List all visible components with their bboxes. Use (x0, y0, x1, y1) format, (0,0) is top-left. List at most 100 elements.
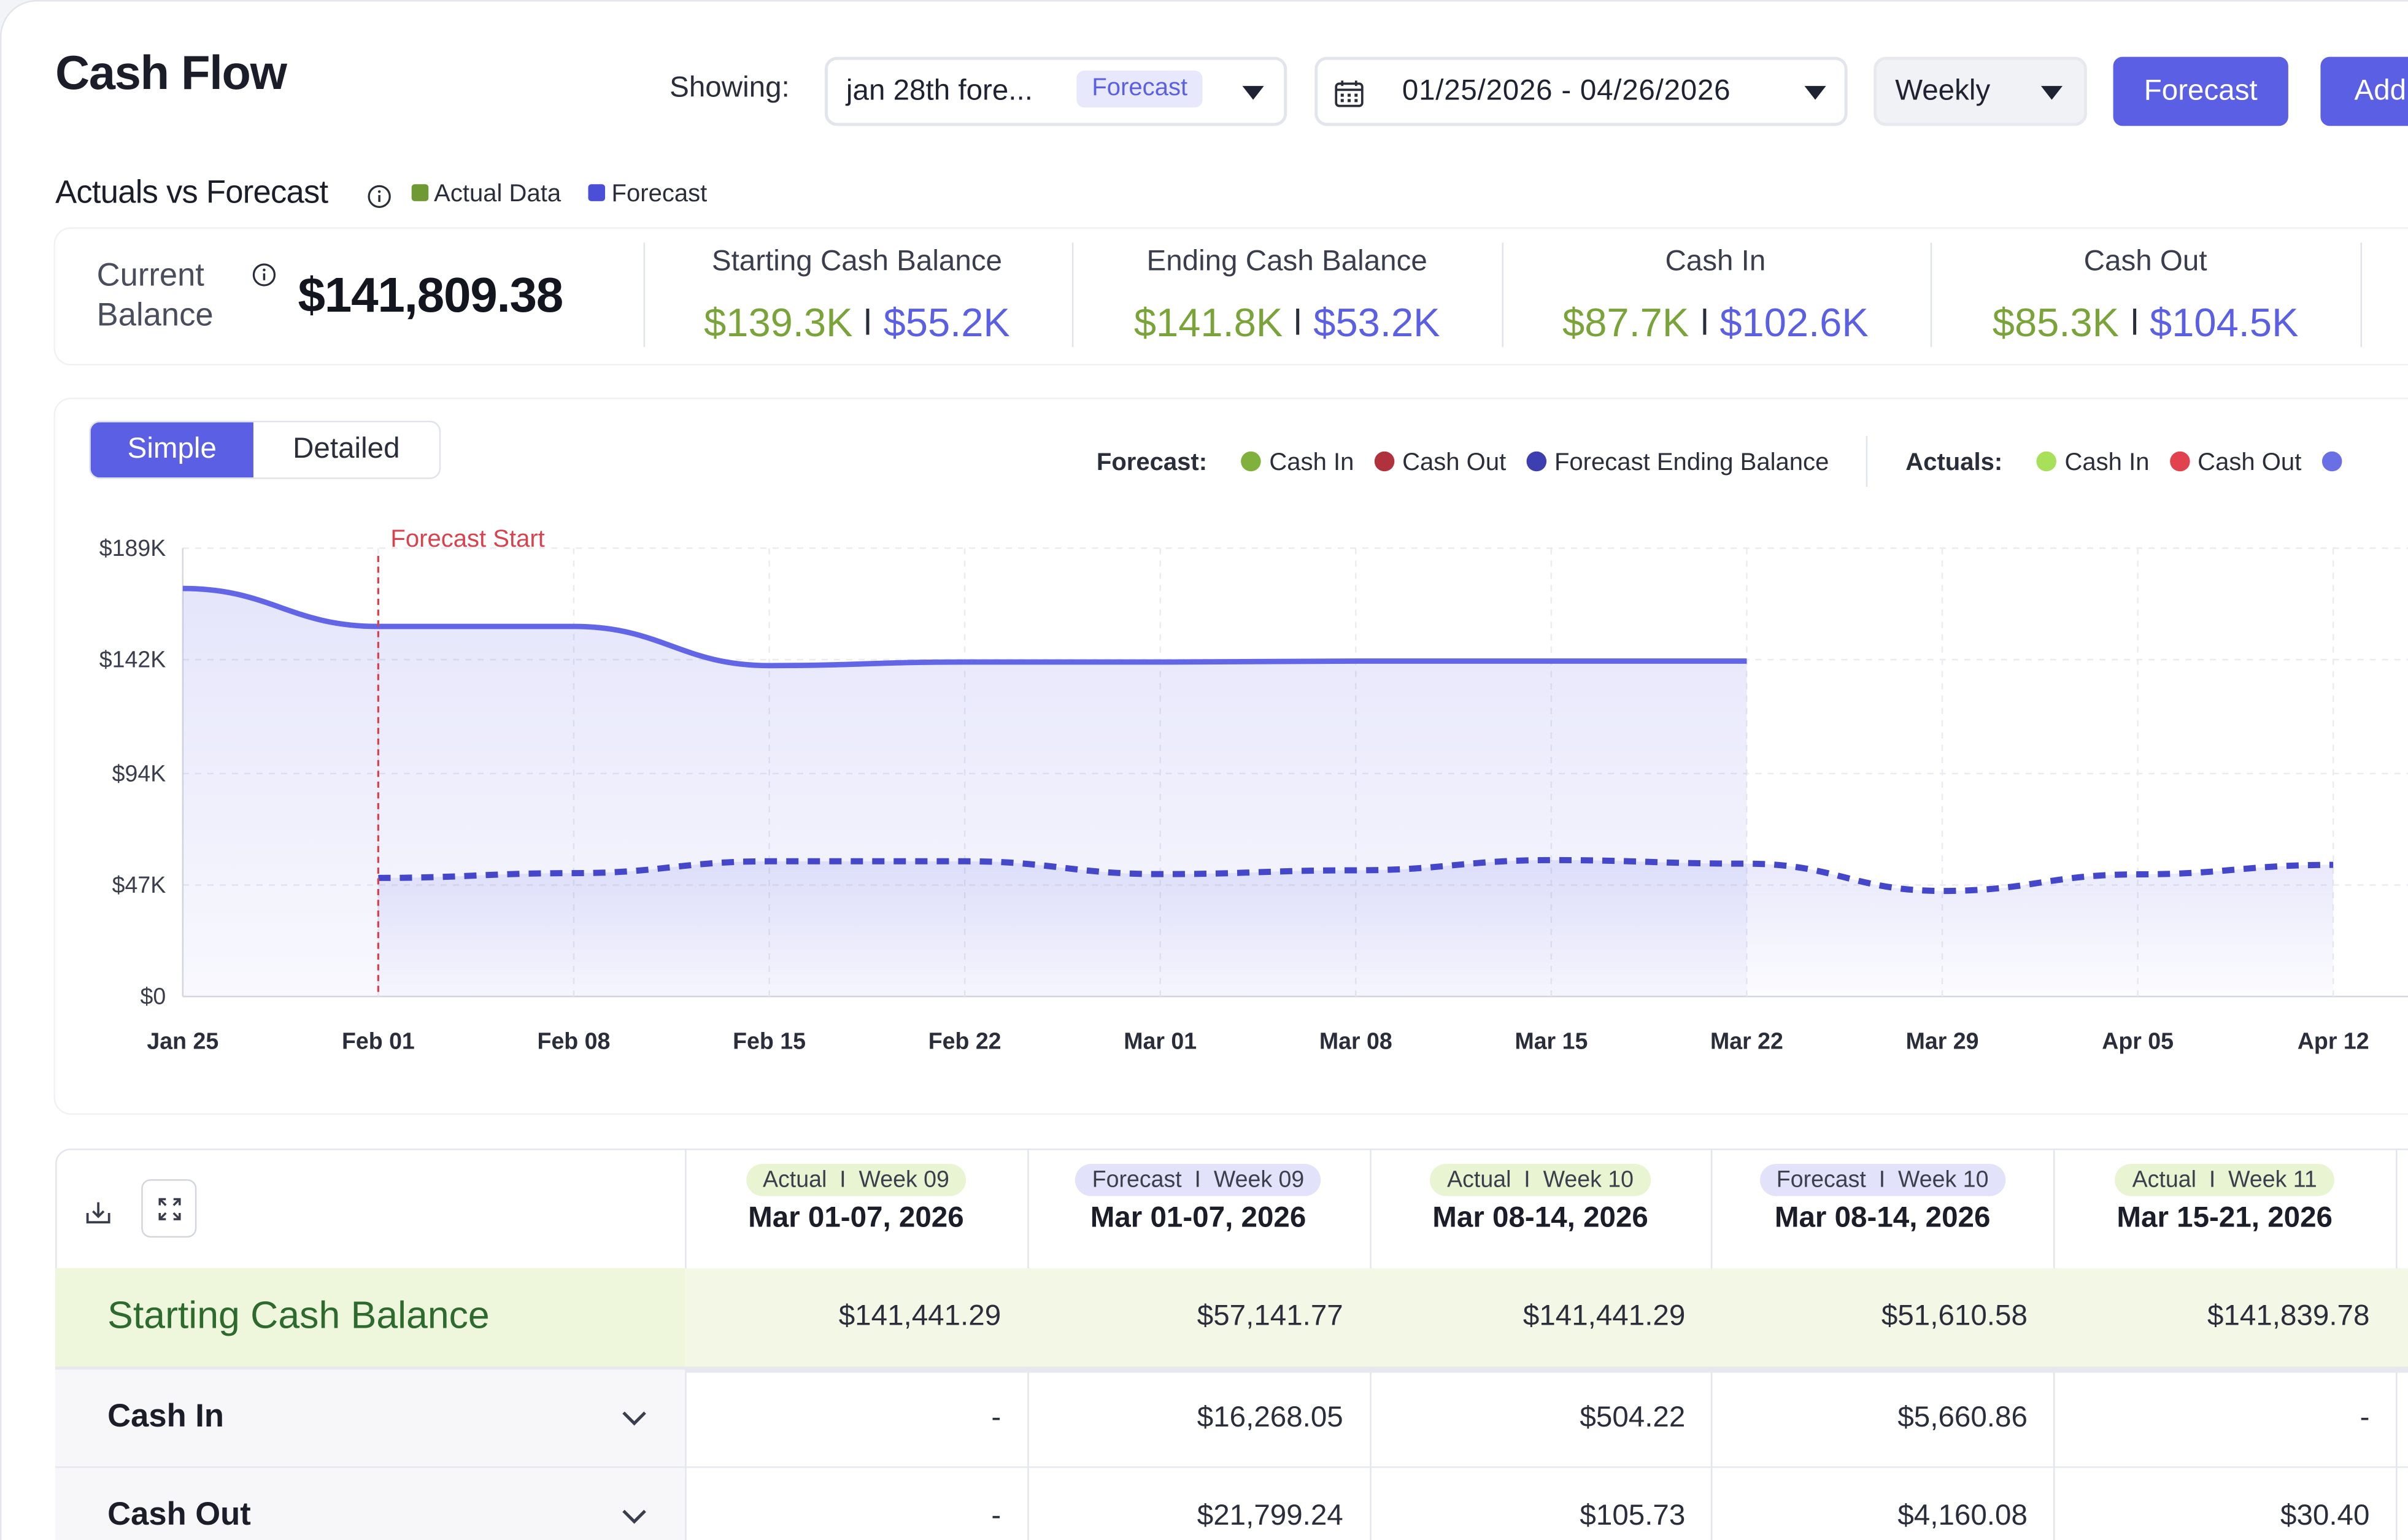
summary-strip (55, 228, 2408, 364)
tab-simple[interactable]: Simple (90, 422, 253, 478)
row-label-bg (55, 1468, 685, 1540)
y-tick-label: $94K (112, 760, 166, 786)
column-header: Forecast I Week 10 Mar 08-14, 2026 (1711, 1163, 2054, 1259)
info-icon[interactable] (252, 263, 276, 287)
stat-actual: $139.3K (704, 299, 853, 346)
y-tick-label: $47K (112, 872, 166, 898)
week-date: Mar 08-14, 2026 (1774, 1202, 1991, 1235)
page-title: Cash Flow (55, 46, 287, 100)
data-point (1545, 655, 1557, 667)
expand-button[interactable] (141, 1179, 197, 1238)
download-icon[interactable] (83, 1198, 114, 1228)
data-point (2132, 868, 2144, 880)
stat-forecast: $104.5K (2150, 299, 2299, 346)
week-pill: Forecast I Week 10 (1759, 1163, 2006, 1196)
table-cell: $4,160.08 (1897, 1500, 2028, 1533)
info-icon[interactable] (367, 184, 392, 209)
calendar-icon (1335, 80, 1364, 107)
table-cell: - (2360, 1401, 2370, 1434)
week-pill: Actual I Week 09 (746, 1163, 967, 1196)
table-cell: - (991, 1401, 1001, 1434)
x-tick-label: Apr 12 (2298, 1028, 2369, 1053)
forecast-start-label: Forecast Start (390, 525, 544, 552)
date-range-picker[interactable]: 01/25/2026 - 04/26/2026 (1314, 56, 1848, 126)
week-date: Mar 08-14, 2026 (1432, 1202, 1648, 1235)
stat-actual: $85.3K (1992, 299, 2120, 346)
column-header: Forecast I Week 09 Mar 01-07, 2026 (1027, 1163, 1370, 1259)
row-label-bg (55, 1268, 685, 1367)
y-tick-label: $0 (141, 984, 166, 1009)
x-tick-label: Feb 08 (538, 1028, 611, 1053)
table-cell: $105.73 (1580, 1500, 1686, 1533)
x-tick-label: Mar 22 (1710, 1028, 1783, 1053)
forecast-button[interactable]: Forecast (2113, 56, 2288, 126)
table-cell: $21,799.24 (1197, 1500, 1343, 1533)
add-button[interactable]: Add (2320, 56, 2408, 126)
data-point (1349, 655, 1362, 667)
table-cell: $16,268.05 (1197, 1401, 1343, 1434)
row-label: Starting Cash Balance (107, 1294, 490, 1338)
period-value: Weekly (1895, 75, 1991, 108)
showing-label: Showing: (670, 72, 790, 105)
column-header: Actual I Week 10 Mar 08-14, 2026 (1369, 1163, 1711, 1259)
current-balance-label-line2: Balance (96, 298, 214, 334)
week-date: Mar 15-21, 2026 (2117, 1202, 2333, 1235)
row-label: Cash Out (107, 1497, 251, 1533)
chevron-down-icon[interactable] (620, 1508, 648, 1527)
week-date: Mar 01-07, 2026 (748, 1202, 964, 1235)
data-point (1740, 858, 1753, 870)
data-point (1740, 655, 1753, 667)
week-pill: Actual I Week 11 (2115, 1163, 2334, 1196)
table-cell: $5,660.86 (1897, 1401, 2028, 1434)
row-label: Cash In (107, 1398, 225, 1434)
section-title: Actuals vs Forecast (55, 175, 328, 210)
chart-areas (182, 588, 2334, 997)
forecast-badge: Forecast (1076, 71, 1203, 108)
chart-lines (182, 585, 2334, 895)
x-tick-label: Feb 01 (342, 1028, 415, 1053)
x-tick-label: Jan 25 (147, 1028, 218, 1053)
stat-label-starting: Starting Cash Balance (711, 245, 1003, 278)
view-toggle: Simple Detailed (89, 420, 441, 479)
legend-dot (1241, 451, 1262, 472)
data-point (1154, 656, 1167, 668)
data-point (1545, 854, 1557, 866)
summary-legend: Actual Data Forecast (411, 181, 708, 209)
stat-forecast: $102.6K (1719, 299, 1869, 346)
cash-flow-chart: $0 $47K $94K $142K $189K Jan 25 Feb 01 Feb 08 F… (99, 525, 2408, 1053)
legend-actual-label: Actual Data (434, 181, 561, 207)
stat-actual: $87.7K (1562, 299, 1689, 346)
current-balance-label: Current Balance (97, 256, 214, 336)
data-point (1154, 868, 1167, 880)
table-cell: $504.22 (1580, 1401, 1686, 1434)
week-pill: Actual I Week 10 (1430, 1163, 1651, 1196)
stat-label-cash-out: Cash Out (2083, 245, 2207, 278)
forecast-ending-line (378, 857, 2334, 895)
data-point (763, 660, 776, 672)
actuals-line (182, 585, 1747, 669)
tab-detailed[interactable]: Detailed (293, 433, 400, 466)
table-cell: $30.40 (2280, 1500, 2370, 1533)
legend-forecast-label: Forecast (611, 181, 708, 207)
row-label-bg (55, 1369, 685, 1480)
forecast-select[interactable]: jan 28th fore... Forecast (824, 56, 1287, 126)
chart-legend: Forecast: Cash In Cash Out Forecast Endi… (1097, 436, 2350, 487)
column-header: Actual I Week 09 Mar 01-07, 2026 (685, 1163, 1027, 1259)
x-tick-label: Mar 01 (1124, 1028, 1197, 1053)
chevron-down-icon[interactable] (620, 1409, 648, 1428)
legend-dot (1375, 451, 1395, 472)
table-cell: $57,141.77 (1197, 1300, 1343, 1333)
column-header: Actual I Week 11 Mar 15-21, 2026 (2053, 1163, 2396, 1259)
stat-values-cash-out: $85.3K $104.5K (1946, 299, 2345, 347)
week-tag: Actual I Week 11 (2053, 1163, 2396, 1196)
stat-values-ending: $141.8K $53.2K (1087, 299, 1487, 347)
stat-values-starting: $139.3K $55.2K (657, 299, 1057, 347)
x-axis: Jan 25 Feb 01 Feb 08 Feb 15 Feb 22 Mar 01 Mar … (147, 1028, 2369, 1053)
legend-dot (2170, 451, 2190, 472)
period-select[interactable]: Weekly (1874, 56, 2088, 126)
week-date: Mar 01-07, 2026 (1090, 1202, 1306, 1235)
data-point (568, 867, 580, 879)
x-tick-label: Apr 05 (2102, 1028, 2174, 1053)
week-tag: Actual I Week 09 (685, 1163, 1027, 1196)
x-tick-label: Feb 22 (928, 1028, 1001, 1053)
